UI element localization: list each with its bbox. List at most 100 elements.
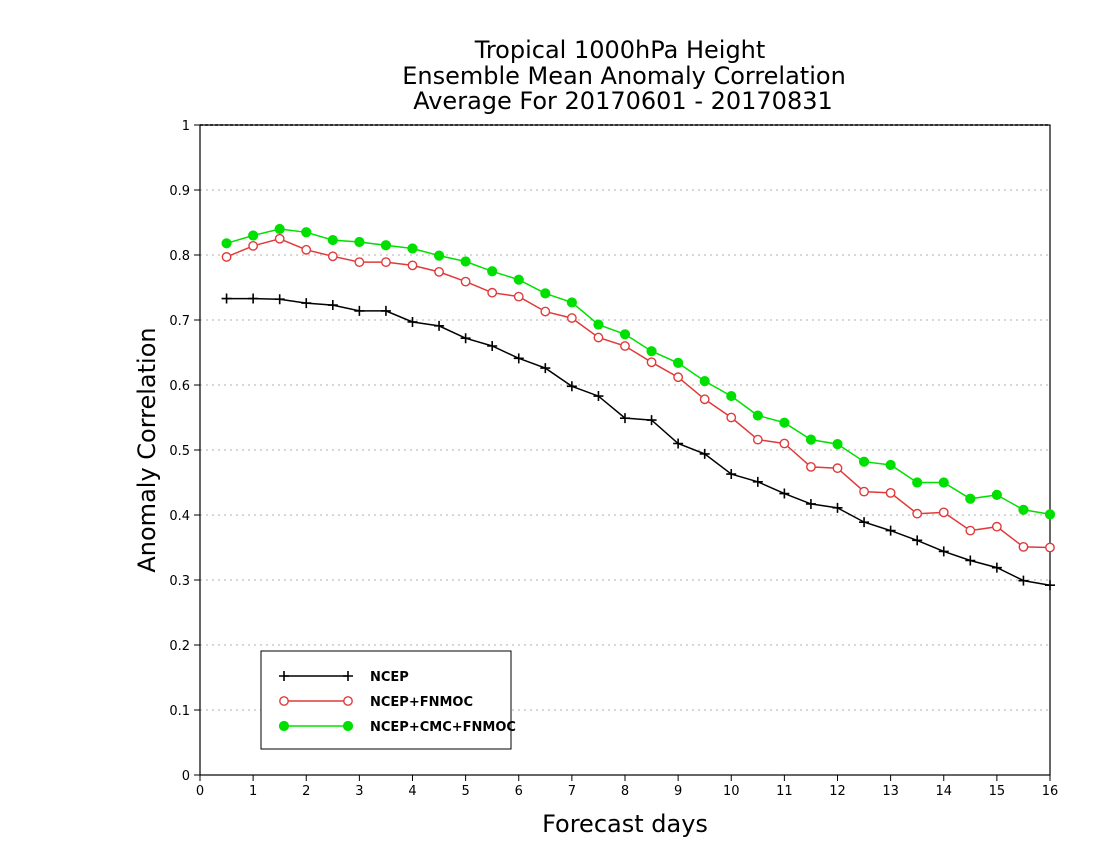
data-point xyxy=(646,346,657,357)
legend-label: NCEP xyxy=(370,670,409,685)
data-point xyxy=(1018,541,1029,552)
legend-marker xyxy=(343,696,353,706)
data-point xyxy=(513,353,524,364)
data-point xyxy=(380,305,391,316)
data-point xyxy=(221,293,232,304)
y-tick-label: 0.1 xyxy=(169,704,190,719)
data-point xyxy=(673,372,684,383)
data-point xyxy=(221,252,232,262)
x-tick-label: 12 xyxy=(829,784,846,799)
data-point xyxy=(593,319,604,330)
x-tick-label: 1 xyxy=(249,784,257,799)
series-ncep xyxy=(221,293,1055,591)
data-point xyxy=(301,227,312,238)
y-tick-label: 0.4 xyxy=(169,509,190,524)
x-tick-label: 4 xyxy=(408,784,416,799)
data-point xyxy=(805,498,816,509)
data-point xyxy=(248,240,259,251)
data-point xyxy=(460,276,471,287)
data-point xyxy=(885,459,896,471)
series-layer xyxy=(221,223,1056,591)
data-point xyxy=(858,456,870,467)
data-point xyxy=(646,415,657,426)
legend-marker xyxy=(279,696,289,706)
data-point xyxy=(752,410,763,421)
data-point xyxy=(726,469,737,480)
y-tick-label: 0.3 xyxy=(169,574,190,589)
data-point xyxy=(726,390,737,402)
chart-title: Tropical 1000hPa Height Ensemble Mean An… xyxy=(402,36,846,115)
x-tick-label: 14 xyxy=(935,784,952,799)
data-point xyxy=(699,376,710,387)
legend-label: NCEP+CMC+FNMOC xyxy=(370,720,516,735)
data-point xyxy=(566,297,577,308)
data-point xyxy=(885,487,896,498)
x-tick-label: 6 xyxy=(515,784,523,799)
data-point xyxy=(726,412,737,423)
x-tick-label: 15 xyxy=(989,784,1006,799)
data-point xyxy=(620,341,630,351)
y-axis-label: Anomaly Correlation xyxy=(133,327,161,572)
data-point xyxy=(859,517,870,528)
series-ncep-cmc-fnmoc xyxy=(221,223,1056,520)
data-point xyxy=(1044,509,1056,520)
series-line xyxy=(226,228,1051,516)
x-tick-label: 13 xyxy=(882,784,899,799)
data-point xyxy=(540,363,551,374)
y-tick-label: 1 xyxy=(182,119,190,134)
legend-item: NCEP+FNMOC xyxy=(279,695,473,710)
y-tick-label: 0.8 xyxy=(169,249,190,264)
series-ncep-fnmoc xyxy=(221,233,1055,553)
legend-marker xyxy=(278,720,290,732)
data-point xyxy=(487,287,498,298)
x-tick-label: 0 xyxy=(196,784,204,799)
data-point xyxy=(380,240,392,251)
data-point xyxy=(593,391,604,402)
data-point xyxy=(699,394,710,405)
data-point xyxy=(965,525,976,536)
data-point xyxy=(1018,504,1029,515)
data-point xyxy=(912,535,923,546)
data-point xyxy=(938,477,949,488)
title-line-2: Ensemble Mean Anomaly Correlation xyxy=(402,62,846,90)
data-point xyxy=(859,486,869,497)
legend-item: NCEP+CMC+FNMOC xyxy=(278,720,516,735)
data-point xyxy=(354,257,365,268)
data-point xyxy=(806,461,816,472)
data-point xyxy=(274,294,285,305)
data-point xyxy=(540,288,551,299)
data-point xyxy=(673,357,684,368)
data-point xyxy=(301,298,312,309)
data-point xyxy=(1045,542,1055,553)
data-point xyxy=(566,313,577,323)
data-point xyxy=(433,250,445,261)
legend-item: NCEP xyxy=(279,670,409,685)
data-point xyxy=(460,333,471,344)
data-point xyxy=(646,357,657,368)
x-tick-label: 10 xyxy=(723,784,740,799)
data-point xyxy=(407,243,418,254)
x-tick-label: 2 xyxy=(302,784,310,799)
series-line xyxy=(226,297,1051,586)
data-point xyxy=(434,266,444,277)
data-point xyxy=(832,502,843,513)
legend-label: NCEP+FNMOC xyxy=(370,695,473,710)
legend-marker xyxy=(279,671,289,681)
data-point xyxy=(274,223,285,235)
data-point xyxy=(912,477,923,488)
data-point xyxy=(752,476,763,487)
data-point xyxy=(487,266,498,277)
data-point xyxy=(620,413,630,424)
data-point xyxy=(619,329,631,340)
x-tick-label: 3 xyxy=(355,784,363,799)
legend-marker xyxy=(343,671,353,681)
data-point xyxy=(938,507,949,518)
y-tick-label: 0 xyxy=(182,769,190,784)
data-point xyxy=(779,438,790,449)
data-point xyxy=(513,274,524,285)
data-point xyxy=(965,493,976,504)
data-point xyxy=(460,256,471,267)
data-point xyxy=(779,488,790,499)
data-point xyxy=(248,293,259,304)
